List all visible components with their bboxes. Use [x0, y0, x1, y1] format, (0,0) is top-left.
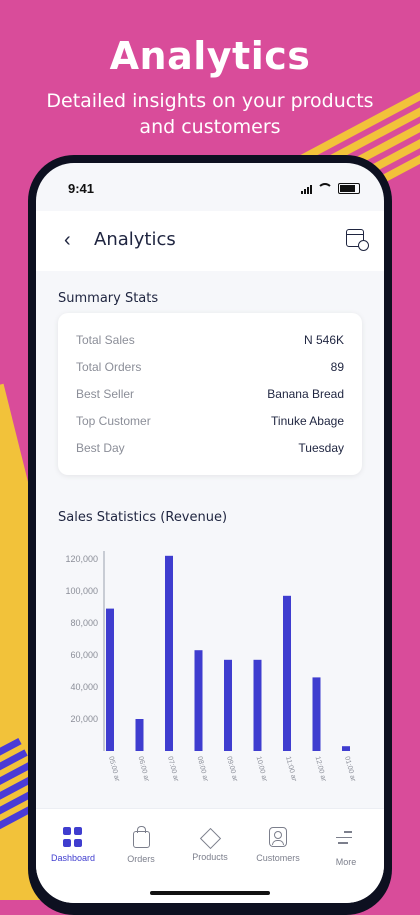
phone-screen: 9:41 ‹ Analytics Summary Stats Total Sal… [36, 163, 384, 903]
summary-row: Top Customer Tinuke Abage [76, 414, 344, 432]
sales-chart-svg: 120,000 100,000 80,000 60,000 40,000 20,000 05… [65, 551, 357, 781]
x-tick-label: 07:00 am [166, 756, 180, 781]
summary-value: Tinuke Abage [271, 414, 344, 428]
nav-dashboard[interactable]: Dashboard [43, 827, 103, 863]
summary-value: 89 [330, 360, 344, 374]
home-indicator [150, 891, 270, 895]
bar [135, 719, 144, 751]
summary-row: Best Seller Banana Bread [76, 387, 344, 405]
summary-value: Banana Bread [267, 387, 344, 401]
chart-title: Sales Statistics (Revenue) [58, 510, 228, 525]
customer-icon [269, 827, 287, 847]
bar [312, 677, 321, 751]
x-tick-label: 09:00 am [225, 756, 239, 781]
bar [283, 595, 291, 751]
summary-row: Total Sales N 546K [76, 333, 344, 351]
nav-label: Customers [256, 853, 300, 863]
bar [165, 555, 173, 751]
nav-label: Products [192, 852, 228, 862]
chevron-left-icon[interactable]: ‹ [64, 229, 71, 251]
x-tick-label: 01:00 am [343, 756, 357, 781]
summary-label: Total Orders [76, 360, 142, 374]
signal-icon [301, 184, 312, 194]
x-tick-label: 05:00 am [107, 756, 121, 781]
bar [194, 650, 203, 751]
x-tick-label: 12:00 am [314, 756, 328, 781]
x-tick-label: 08:00 am [196, 756, 210, 781]
bar [224, 659, 232, 751]
summary-value: N 546K [303, 333, 344, 347]
status-icons [301, 183, 360, 194]
summary-label: Best Seller [76, 387, 135, 401]
y-tick-label: 120,000 [65, 554, 98, 564]
dashboard-icon [63, 827, 83, 847]
summary-row: Best Day Tuesday [76, 441, 344, 459]
bar [342, 746, 350, 751]
nav-label: Dashboard [50, 853, 96, 863]
summary-card: Total Sales N 546K Total Orders 89 Best … [58, 313, 362, 475]
nav-label: More [335, 857, 357, 867]
nav-products[interactable]: Products [180, 827, 240, 862]
status-time: 9:41 [68, 181, 95, 196]
y-tick-label: 80,000 [70, 618, 98, 628]
y-tick-label: 20,000 [70, 714, 98, 724]
hero-title: Analytics [109, 34, 311, 78]
nav-label: Orders [127, 854, 155, 864]
summary-row: Total Orders 89 [76, 360, 344, 378]
nav-more[interactable]: More [316, 827, 376, 867]
nav-orders[interactable]: Orders [111, 826, 171, 864]
y-tick-label: 100,000 [65, 586, 98, 596]
menu-icon [336, 831, 356, 851]
x-tick-label: 06:00 am [137, 756, 151, 781]
y-tick-label: 60,000 [70, 650, 98, 660]
summary-label: Top Customer [76, 414, 151, 428]
box-icon [199, 827, 221, 850]
bar [106, 608, 114, 751]
battery-icon [338, 183, 360, 194]
x-tick-label: 11:00 am [284, 756, 298, 781]
summary-value: Tuesday [298, 441, 344, 455]
summary-label: Best Day [76, 441, 125, 455]
x-tick-label: 10:00 am [255, 756, 269, 781]
summary-label: Total Sales [76, 333, 135, 347]
nav-customers[interactable]: Customers [248, 827, 308, 863]
status-bar: 9:41 [68, 181, 360, 197]
calendar-clock-icon[interactable] [346, 229, 369, 251]
phone-frame: 9:41 ‹ Analytics Summary Stats Total Sal… [28, 155, 392, 915]
app-bar: ‹ Analytics [36, 211, 384, 271]
bar [253, 659, 262, 751]
shopping-bag-icon [132, 826, 150, 848]
wifi-icon [317, 183, 333, 194]
sales-chart: 120,000 100,000 80,000 60,000 40,000 20,000 05… [36, 541, 384, 781]
y-tick-label: 40,000 [70, 682, 98, 692]
summary-title: Summary Stats [58, 291, 159, 306]
page-title: Analytics [94, 229, 176, 250]
bottom-nav: Dashboard Orders Products Customers More [36, 808, 384, 903]
hero-subtitle: Detailed insights on your products and c… [46, 90, 374, 138]
